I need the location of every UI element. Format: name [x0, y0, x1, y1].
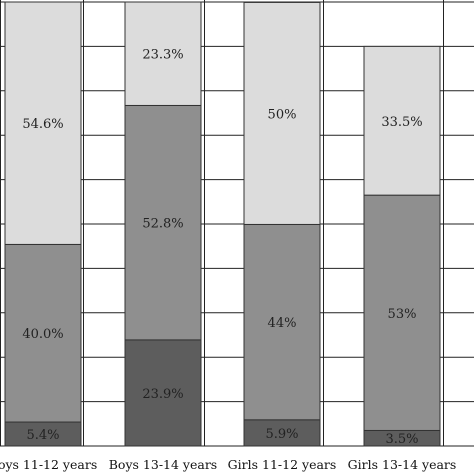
bar-segment: [243, 1, 321, 225]
category-label: Boys 13-14 years: [109, 457, 217, 472]
bar-segment: [363, 45, 441, 196]
data-label: 50%: [268, 107, 297, 122]
data-label: 52.8%: [142, 217, 183, 232]
bar-segment: [124, 104, 202, 341]
bars: [4, 1, 441, 447]
data-label: 23.9%: [142, 387, 183, 402]
data-label: 54.6%: [22, 117, 63, 132]
bar-segment: [363, 194, 441, 431]
data-label: 23.3%: [142, 48, 183, 63]
bar-segment: [124, 1, 202, 106]
bar-segment: [124, 339, 202, 447]
category-label: Girls 11-12 years: [228, 457, 337, 472]
data-label: 40.0%: [22, 327, 63, 342]
category-label: Girls 13-14 years: [348, 457, 457, 472]
data-label: 5.4%: [26, 428, 59, 443]
data-label: 3.5%: [385, 432, 418, 447]
data-label: 5.9%: [265, 427, 298, 442]
bar-segment: [243, 223, 321, 421]
data-label: 44%: [268, 316, 297, 331]
data-label: 33.5%: [381, 115, 422, 130]
data-label: 53%: [388, 307, 417, 322]
data-labels: 5.4% 40.0% 54.6% 23.9% 52.8% 23.3% 5.9% 44% 50% 3…: [22, 48, 422, 448]
category-label: Boys 11-12 years: [0, 457, 97, 472]
category-labels: Boys 11-12 years Boys 13-14 years Girls 11…: [0, 457, 456, 472]
bar-segment: [4, 1, 82, 245]
